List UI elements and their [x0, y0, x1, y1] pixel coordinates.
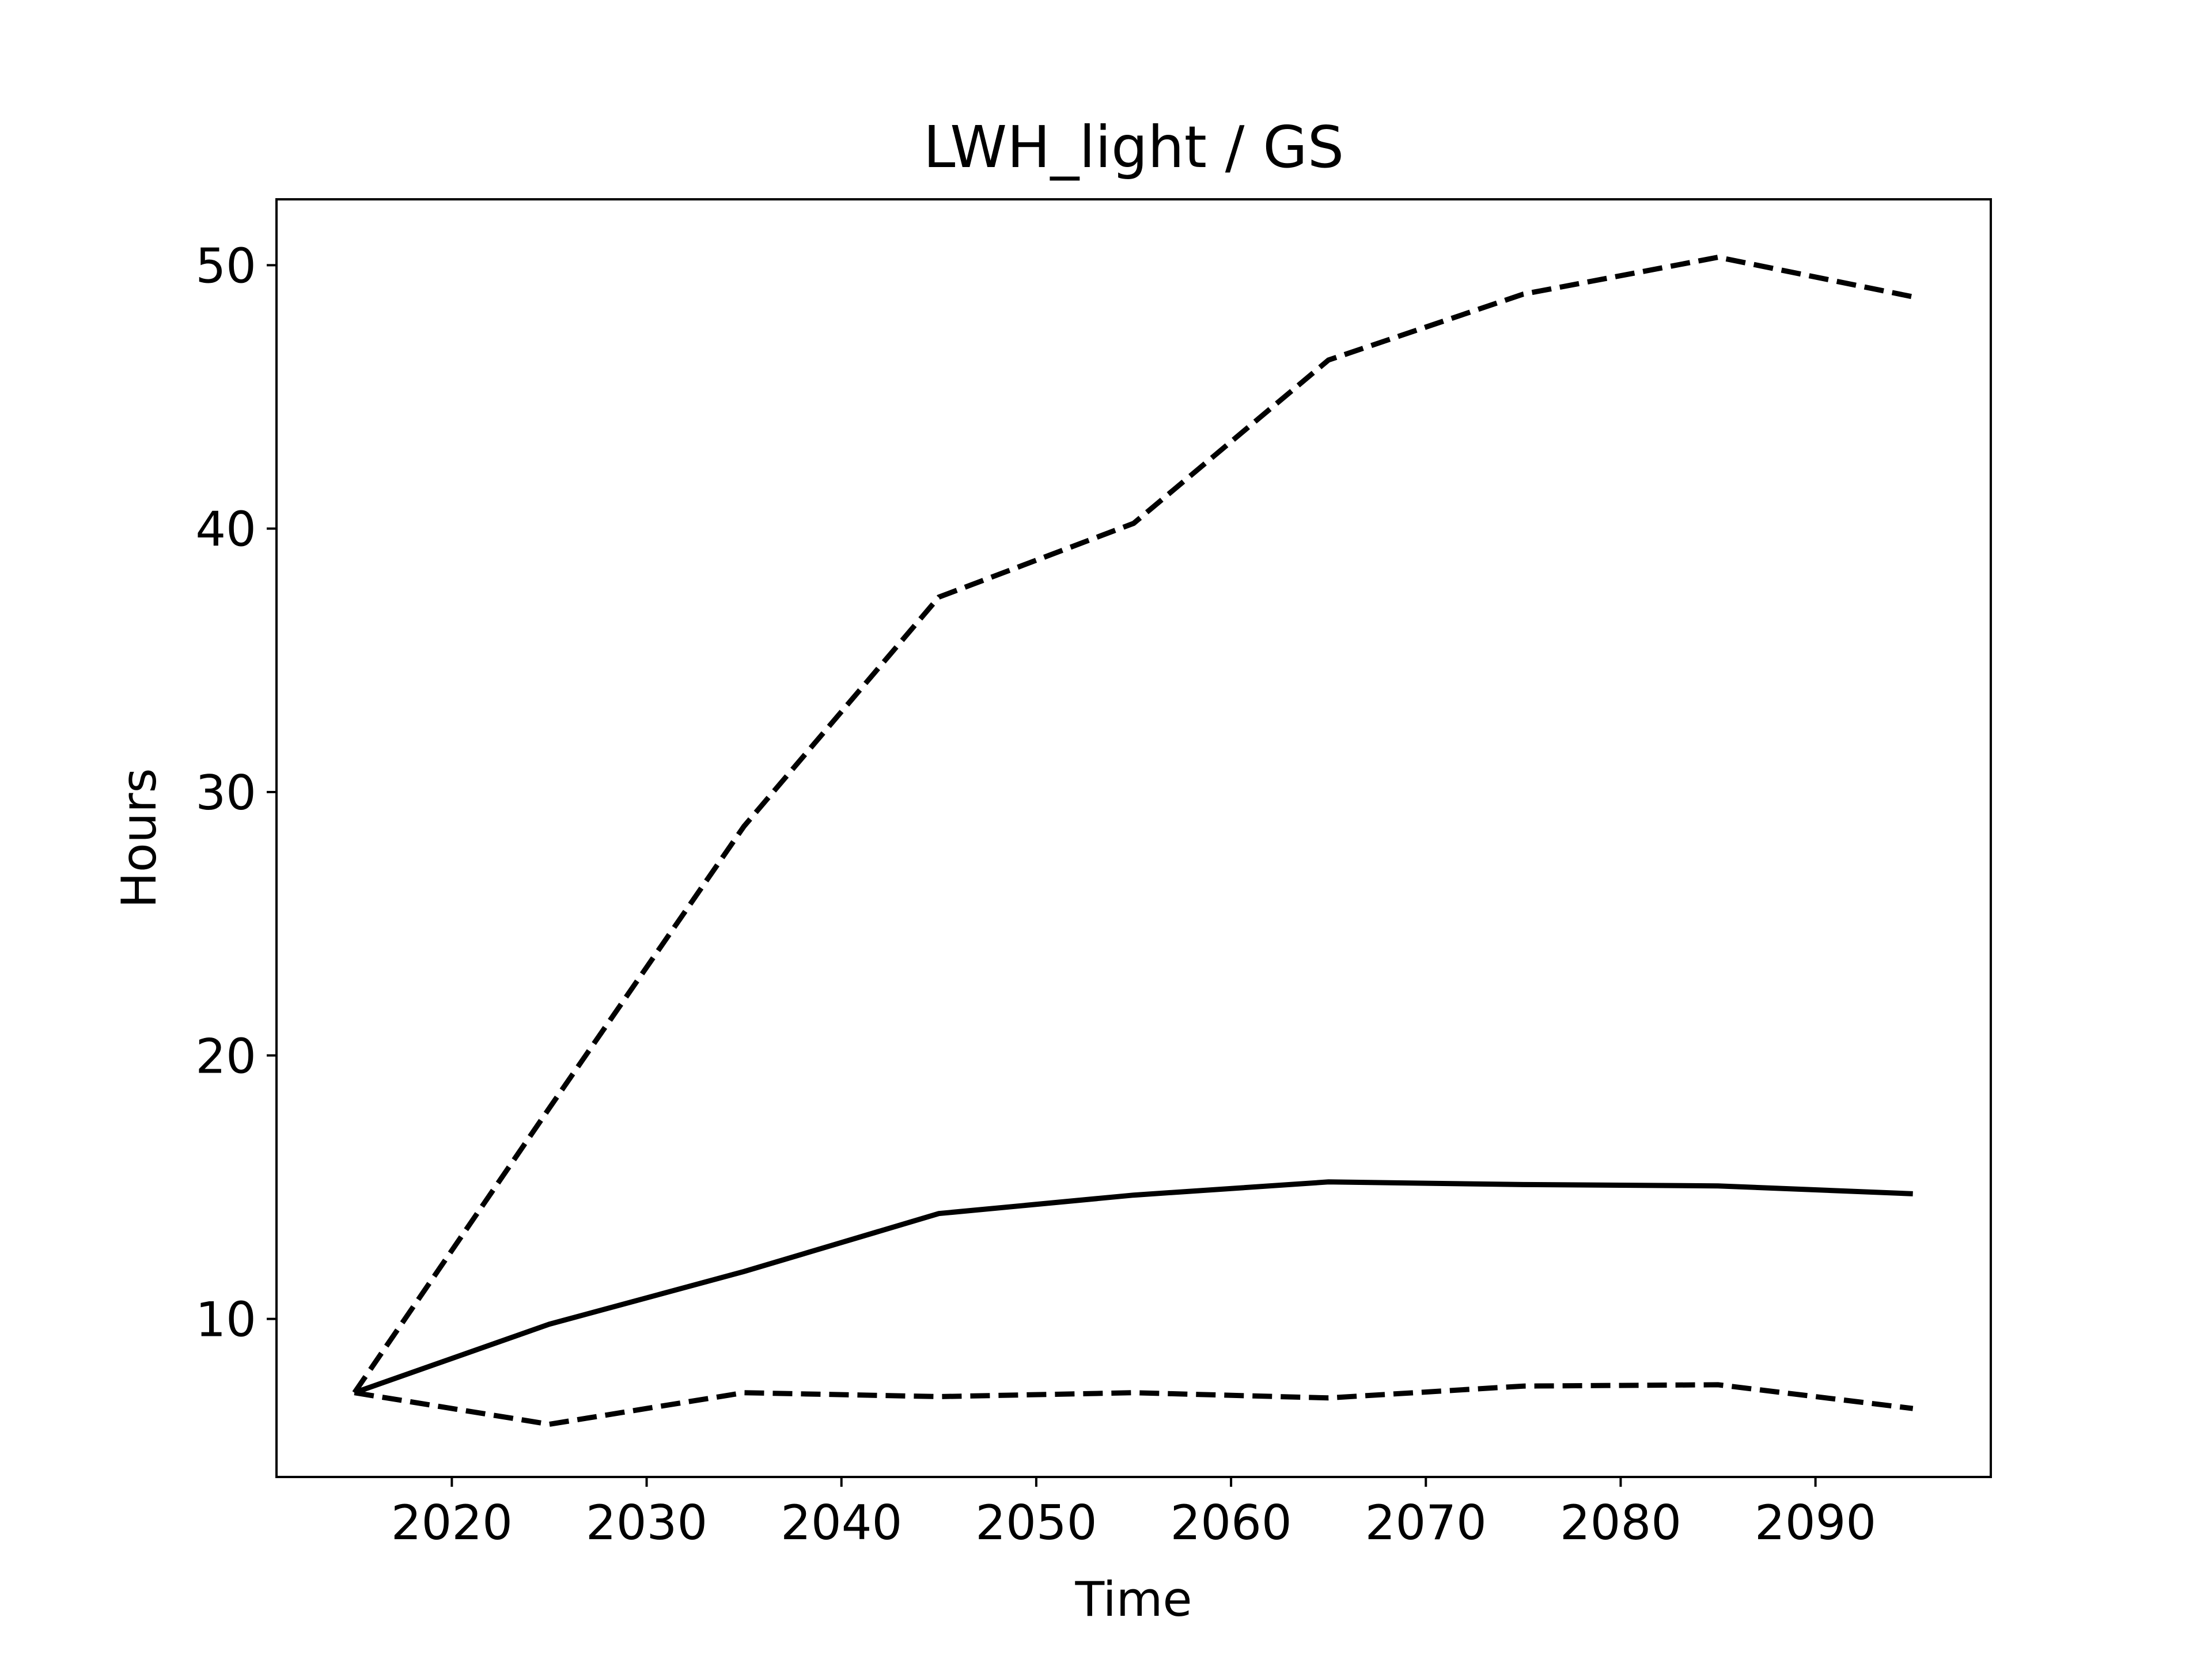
x-tick-label: 2080 [1560, 1495, 1681, 1551]
plot-lines [352, 255, 1914, 1427]
plot-frame [275, 198, 1992, 1478]
y-tick-label: 30 [195, 765, 256, 821]
y-axis-title: Hours [111, 768, 167, 908]
median-solid-line [353, 1179, 1913, 1395]
y-tick-label: 10 [195, 1292, 256, 1348]
x-tick-label: 2030 [586, 1495, 707, 1551]
x-tick-label: 2050 [975, 1495, 1097, 1551]
y-tick-label: 40 [195, 502, 256, 558]
x-axis: 2020 2030 2040 2050 2060 2070 2080 2090 [391, 1477, 1876, 1551]
x-tick-label: 2040 [781, 1495, 902, 1551]
x-tick-label: 2090 [1755, 1495, 1876, 1551]
upper-dashed-line [352, 255, 1914, 1395]
x-tick-label: 2020 [391, 1495, 513, 1551]
y-tick-label: 50 [195, 238, 256, 294]
x-axis-title: Time [1074, 1571, 1192, 1627]
y-tick-label: 20 [195, 1028, 256, 1084]
chart-title: LWH_light / GS [923, 113, 1344, 181]
lower-dashed-line [354, 1382, 1914, 1427]
x-tick-label: 2070 [1365, 1495, 1487, 1551]
y-axis: 10 20 30 40 50 [195, 238, 276, 1348]
x-tick-label: 2060 [1170, 1495, 1291, 1551]
